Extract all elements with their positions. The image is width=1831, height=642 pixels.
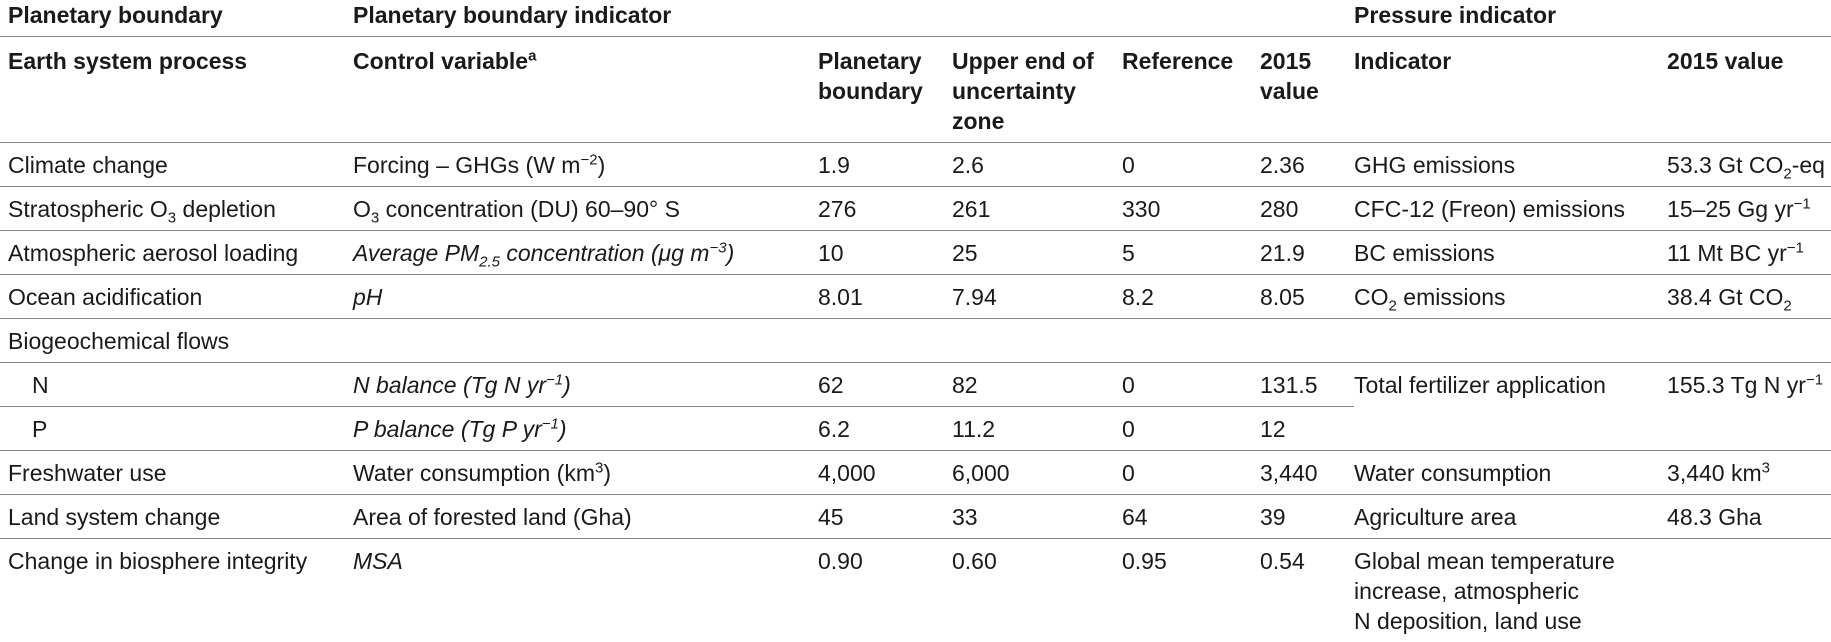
cell-2015: 2.36 bbox=[1260, 152, 1305, 178]
cell-control: Water consumption (km3) bbox=[353, 459, 612, 486]
table-row-freshwater: Freshwater use Water consumption (km3) 4… bbox=[0, 451, 1831, 495]
cell-pb: 0.90 bbox=[818, 548, 863, 574]
table-row-biosphere: Change in biosphere integrity MSA 0.90 0… bbox=[0, 539, 1831, 642]
cell-ref: 330 bbox=[1122, 196, 1161, 222]
cell-2015: 12 bbox=[1260, 416, 1286, 442]
cell-pb: 10 bbox=[818, 240, 844, 266]
cell-control: pH bbox=[353, 284, 383, 310]
cell-process: N bbox=[32, 372, 49, 398]
col-header-reference: Reference bbox=[1122, 48, 1234, 74]
cell-ref: 0 bbox=[1122, 152, 1135, 178]
table-row-biogeochemical: Biogeochemical flows bbox=[0, 319, 1831, 363]
cell-upper: 33 bbox=[952, 504, 978, 530]
cell-ref: 0.95 bbox=[1122, 548, 1167, 574]
table-row-ocean: Ocean acidification pH 8.01 7.94 8.2 8.0… bbox=[0, 275, 1831, 319]
col-header-planetary-boundary: Planetary boundary bbox=[818, 48, 923, 104]
cell-ref: 8.2 bbox=[1122, 284, 1154, 310]
cell-2015: 280 bbox=[1260, 196, 1299, 222]
col-header-indicator: Indicator bbox=[1354, 48, 1452, 74]
cell-upper: 25 bbox=[952, 240, 978, 266]
cell-ref: 0 bbox=[1122, 372, 1135, 398]
cell-pressure-value: 3,440 km3 bbox=[1667, 459, 1770, 486]
group-header-pressure: Pressure indicator bbox=[1354, 2, 1557, 28]
cell-process: Change in biosphere integrity bbox=[8, 548, 308, 574]
cell-indicator: CO2 emissions bbox=[1354, 284, 1506, 315]
cell-ref: 64 bbox=[1122, 504, 1148, 530]
cell-pb: 1.9 bbox=[818, 152, 850, 178]
col-header-process: Earth system process bbox=[8, 48, 248, 74]
cell-2015: 3,440 bbox=[1260, 460, 1318, 486]
group-header-row: Planetary boundary Planetary boundary in… bbox=[0, 0, 1831, 37]
cell-indicator: Global mean temperature increase, atmosph… bbox=[1354, 548, 1615, 634]
table-row-ozone: Stratospheric O3 depletion O3 concentrat… bbox=[0, 187, 1831, 231]
cell-pb: 45 bbox=[818, 504, 844, 530]
cell-upper: 2.6 bbox=[952, 152, 984, 178]
cell-process: Biogeochemical flows bbox=[8, 328, 230, 354]
cell-upper: 11.2 bbox=[952, 416, 996, 442]
group-header-boundary: Planetary boundary bbox=[8, 2, 223, 28]
col-header-control: Control variablea bbox=[353, 47, 537, 74]
cell-process: P bbox=[32, 416, 48, 442]
cell-control: MSA bbox=[353, 548, 403, 574]
cell-indicator: Total fertilizer application bbox=[1354, 362, 1668, 451]
cell-indicator: Water consumption bbox=[1354, 460, 1552, 486]
table-row-aerosol: Atmospheric aerosol loading Average PM2.… bbox=[0, 231, 1831, 275]
cell-pressure-value: 48.3 Gha bbox=[1667, 504, 1762, 530]
cell-pb: 62 bbox=[818, 372, 844, 398]
table-row-p: P P balance (Tg P yr−1) 6.2 11.2 0 12 bbox=[0, 407, 1831, 451]
cell-ref: 0 bbox=[1122, 416, 1135, 442]
cell-process: Atmospheric aerosol loading bbox=[8, 240, 299, 266]
cell-process: Freshwater use bbox=[8, 460, 167, 486]
cell-pb: 6.2 bbox=[818, 416, 850, 442]
cell-process: Stratospheric O3 depletion bbox=[8, 196, 276, 227]
cell-control: Average PM2.5 concentration (μg m−3) bbox=[353, 239, 735, 271]
cell-2015: 131.5 bbox=[1260, 372, 1318, 398]
cell-2015: 21.9 bbox=[1260, 240, 1305, 266]
cell-indicator: Agriculture area bbox=[1354, 504, 1517, 530]
cell-pressure-value: 155.3 Tg N yr−1 bbox=[1667, 362, 1831, 451]
cell-2015: 39 bbox=[1260, 504, 1286, 530]
cell-control: Forcing – GHGs (W m−2) bbox=[353, 151, 606, 178]
col-header-pressure-value: 2015 value bbox=[1667, 48, 1784, 74]
cell-pressure-value: 53.3 Gt CO2-eq bbox=[1667, 152, 1825, 183]
cell-2015: 8.05 bbox=[1260, 284, 1305, 310]
cell-pb: 276 bbox=[818, 196, 857, 222]
col-header-2015-value: 2015 value bbox=[1260, 48, 1319, 104]
table-row-n: N N balance (Tg N yr−1) 62 82 0 131.5 To… bbox=[0, 362, 1831, 451]
cell-pb: 4,000 bbox=[818, 460, 876, 486]
column-header-row: Earth system process Control variablea P… bbox=[0, 37, 1831, 143]
cell-process: Ocean acidification bbox=[8, 284, 203, 310]
cell-process: Land system change bbox=[8, 504, 221, 530]
cell-pressure-value: 38.4 Gt CO2 bbox=[1667, 284, 1792, 315]
cell-2015: 0.54 bbox=[1260, 548, 1305, 574]
table-row-climate: Climate change Forcing – GHGs (W m−2) 1.… bbox=[0, 143, 1831, 187]
cell-pb: 8.01 bbox=[818, 284, 863, 310]
cell-control: P balance (Tg P yr−1) bbox=[353, 415, 567, 442]
cell-upper: 7.94 bbox=[952, 284, 997, 310]
cell-indicator: CFC-12 (Freon) emissions bbox=[1354, 196, 1625, 222]
col-header-upper-end: Upper end of uncertainty zone bbox=[952, 48, 1094, 134]
cell-ref: 5 bbox=[1122, 240, 1135, 266]
cell-control: O3 concentration (DU) 60–90° S bbox=[353, 196, 680, 227]
table-row-land: Land system change Area of forested land… bbox=[0, 495, 1831, 539]
cell-control: Area of forested land (Gha) bbox=[353, 504, 632, 530]
cell-pressure-value: 11 Mt BC yr−1 bbox=[1667, 239, 1804, 266]
cell-indicator: GHG emissions bbox=[1354, 152, 1516, 178]
group-header-indicator: Planetary boundary indicator bbox=[353, 2, 672, 28]
cell-process: Climate change bbox=[8, 152, 168, 178]
cell-upper: 0.60 bbox=[952, 548, 997, 574]
cell-upper: 6,000 bbox=[952, 460, 1010, 486]
cell-control: N balance (Tg N yr−1) bbox=[353, 371, 571, 398]
cell-indicator: BC emissions bbox=[1354, 240, 1495, 266]
cell-upper: 82 bbox=[952, 372, 978, 398]
cell-ref: 0 bbox=[1122, 460, 1135, 486]
cell-upper: 261 bbox=[952, 196, 991, 222]
cell-pressure-value: 15–25 Gg yr−1 bbox=[1667, 195, 1811, 222]
